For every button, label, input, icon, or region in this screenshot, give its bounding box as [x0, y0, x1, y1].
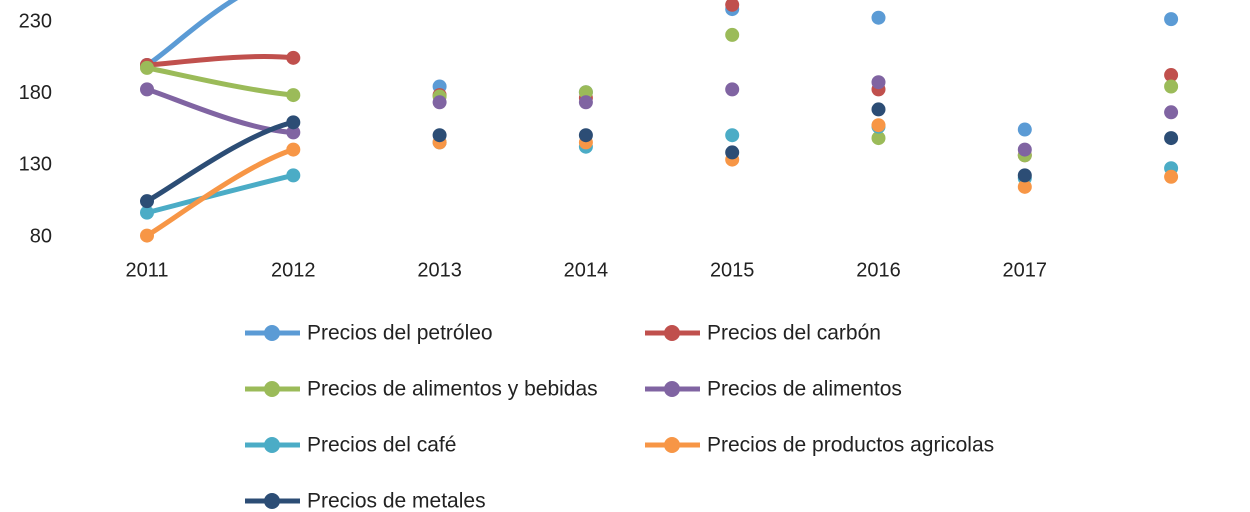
legend-label: Precios de metales: [307, 490, 486, 512]
legend-marker: [264, 493, 280, 509]
point: [286, 168, 301, 183]
point: [725, 82, 740, 97]
point: [432, 95, 447, 110]
legend-label: Precios de alimentos: [707, 378, 902, 401]
point: [725, 0, 740, 12]
point: [286, 115, 301, 130]
point: [286, 125, 301, 140]
legend-marker: [664, 381, 680, 397]
point: [871, 75, 886, 90]
point: [871, 102, 886, 117]
legend-marker: [264, 381, 280, 397]
y-tick-label: 80: [30, 225, 52, 247]
x-tick-label: 2012: [271, 259, 316, 281]
y-tick-label: 230: [19, 10, 52, 32]
point: [1164, 131, 1179, 146]
x-tick-label: 2013: [417, 259, 462, 281]
point: [725, 27, 740, 42]
legend-marker: [264, 437, 280, 453]
point: [871, 10, 886, 25]
point: [578, 128, 593, 143]
point: [286, 50, 301, 65]
series-line: [144, 172, 296, 216]
point: [871, 118, 886, 133]
x-tick-label: 2015: [710, 259, 755, 281]
series-line: [144, 147, 296, 239]
legend-label: Precios del café: [307, 434, 456, 457]
series-line: [144, 0, 239, 68]
point: [578, 95, 593, 110]
point: [1017, 179, 1032, 194]
point: [140, 205, 154, 220]
point: [1164, 79, 1179, 94]
point: [725, 128, 740, 143]
point: [286, 88, 301, 103]
x-tick-label: 2014: [564, 259, 609, 281]
point: [1164, 12, 1179, 27]
point: [871, 131, 886, 146]
legend-marker: [664, 325, 680, 341]
legend-marker: [664, 437, 680, 453]
point: [1017, 168, 1032, 183]
point: [1017, 122, 1032, 137]
legend-label: Precios de alimentos y bebidas: [307, 378, 598, 401]
x-tick-label: 2011: [125, 259, 168, 281]
point: [578, 85, 593, 100]
x-tick-label: 2016: [856, 259, 901, 281]
point: [140, 194, 154, 209]
series-line: [144, 86, 296, 135]
legend-label: Precios del carbón: [707, 322, 881, 345]
x-tick-label: 2017: [1003, 259, 1048, 281]
point: [432, 128, 447, 143]
point: [1017, 142, 1032, 157]
point: [140, 82, 154, 97]
point: [286, 142, 301, 157]
point: [1164, 169, 1179, 184]
series-line: [144, 65, 296, 98]
point: [1164, 105, 1179, 120]
y-tick-label: 130: [19, 154, 52, 176]
y-tick-label: 180: [19, 82, 52, 104]
point: [140, 60, 154, 75]
series-line: [144, 54, 296, 68]
point: [140, 228, 154, 243]
series-line: [144, 119, 296, 204]
legend-label: Precios de productos agricolas: [707, 434, 994, 457]
legend-label: Precios del petróleo: [307, 322, 493, 345]
point: [1164, 68, 1179, 83]
point: [725, 145, 740, 160]
legend-marker: [264, 325, 280, 341]
